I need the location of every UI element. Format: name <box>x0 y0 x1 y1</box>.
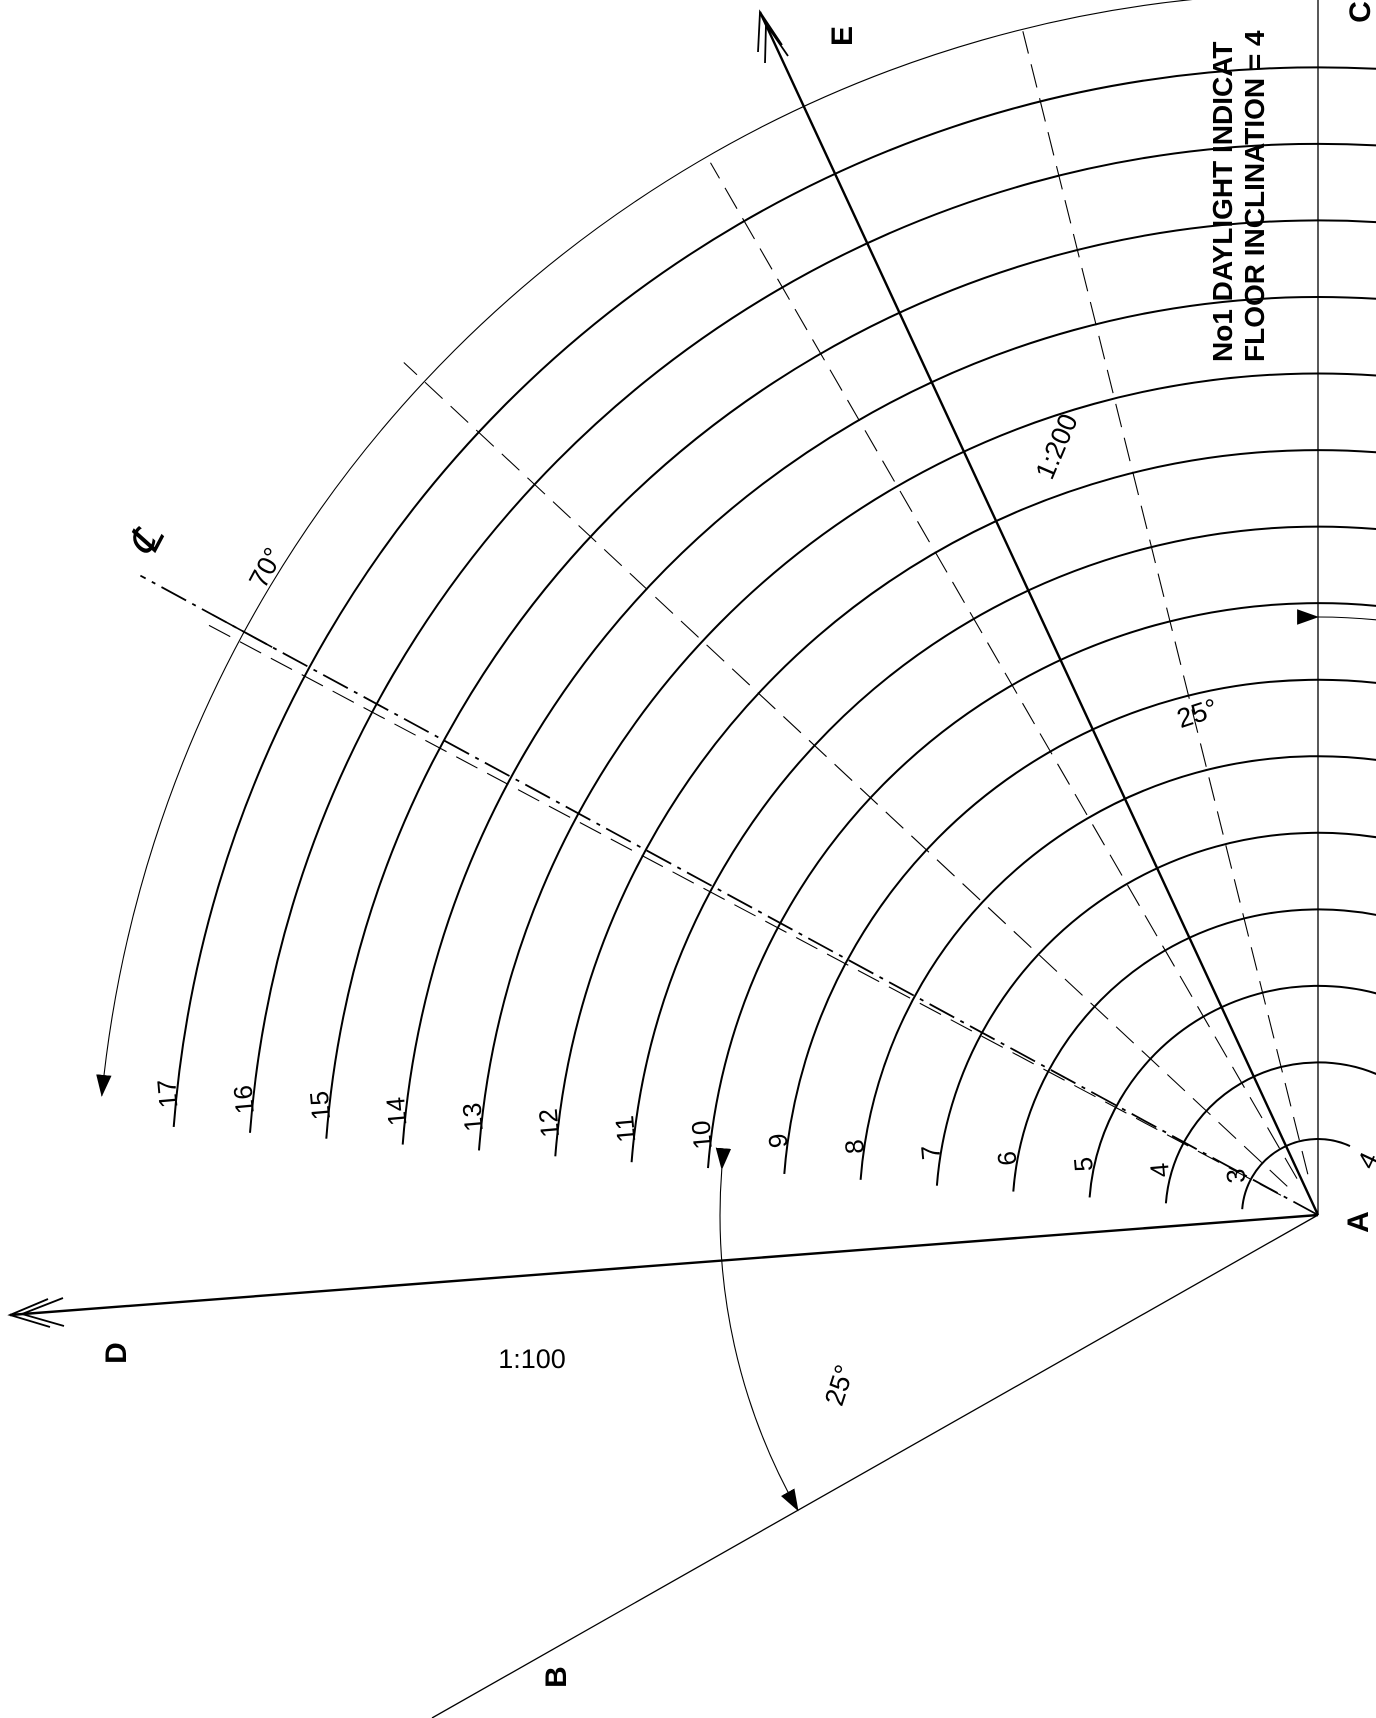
ad-tick-label: 11 <box>609 1114 641 1144</box>
axis-a-d <box>9 1213 1319 1317</box>
dimension-arc-70 <box>96 0 1376 1097</box>
ad-tick-label: 7 <box>915 1144 946 1161</box>
point-b-label: B <box>540 1666 573 1688</box>
tick-labels: 3456789101112131415161746810121416182022… <box>151 1078 1376 1185</box>
dimension-arc-25-upper <box>1297 609 1376 674</box>
ad-tick-label: 5 <box>1068 1156 1099 1173</box>
scale-arc <box>1088 984 1376 1198</box>
point-e-label: E <box>826 26 859 46</box>
title-line-1: No1 DAYLIGHT INDICAT <box>1207 42 1238 362</box>
centerline-symbol: ℄ <box>118 517 173 564</box>
scale-label-ad: 1:100 <box>498 1344 566 1374</box>
title-line-2: FLOOR INCLINATION = 4 <box>1239 30 1270 362</box>
angle-label-upper: 25° <box>1173 693 1221 734</box>
scale-arc <box>935 831 1376 1186</box>
ad-tick-label: 10 <box>685 1119 717 1150</box>
ad-tick-label: 12 <box>533 1107 565 1138</box>
scale-arcs <box>172 66 1376 1210</box>
point-c-label: C <box>1344 1 1376 23</box>
arrow-head-d <box>7 1297 65 1328</box>
dashed-ray <box>403 362 1288 1187</box>
angle-label-lower: 25° <box>819 1361 860 1409</box>
axis-a-e <box>758 11 1320 1216</box>
ad-tick-label: 8 <box>839 1138 870 1155</box>
scale-arc <box>859 755 1376 1180</box>
ad-tick-label: 13 <box>456 1102 488 1133</box>
angle-label-spread: 70° <box>243 543 289 593</box>
ad-tick-label: 17 <box>151 1078 183 1109</box>
ad-tick-label: 16 <box>227 1084 259 1115</box>
ad-tick-label: 14 <box>380 1096 412 1127</box>
point-d-label: D <box>100 1342 133 1364</box>
ad-tick-label: 15 <box>304 1090 336 1121</box>
ad-tick-label: 4 <box>1144 1162 1175 1179</box>
ae-tick-label: 4 <box>1351 1148 1376 1174</box>
scale-arc <box>1241 1138 1351 1210</box>
centerline-tick <box>212 614 273 648</box>
point-a-label: A <box>1342 1211 1375 1233</box>
ad-tick-label: 3 <box>1220 1168 1251 1185</box>
arrow-head-e <box>757 9 789 64</box>
line-a-b <box>431 1214 1319 1718</box>
scale-arc <box>630 525 1376 1163</box>
dimension-arcs <box>96 0 1376 1512</box>
dimension-arc-25-lower <box>715 1147 799 1512</box>
ad-tick-label: 9 <box>762 1132 793 1149</box>
dashed-ray-lines <box>205 31 1309 1196</box>
ad-tick-label: 6 <box>991 1150 1022 1167</box>
scale-arc <box>401 295 1376 1145</box>
